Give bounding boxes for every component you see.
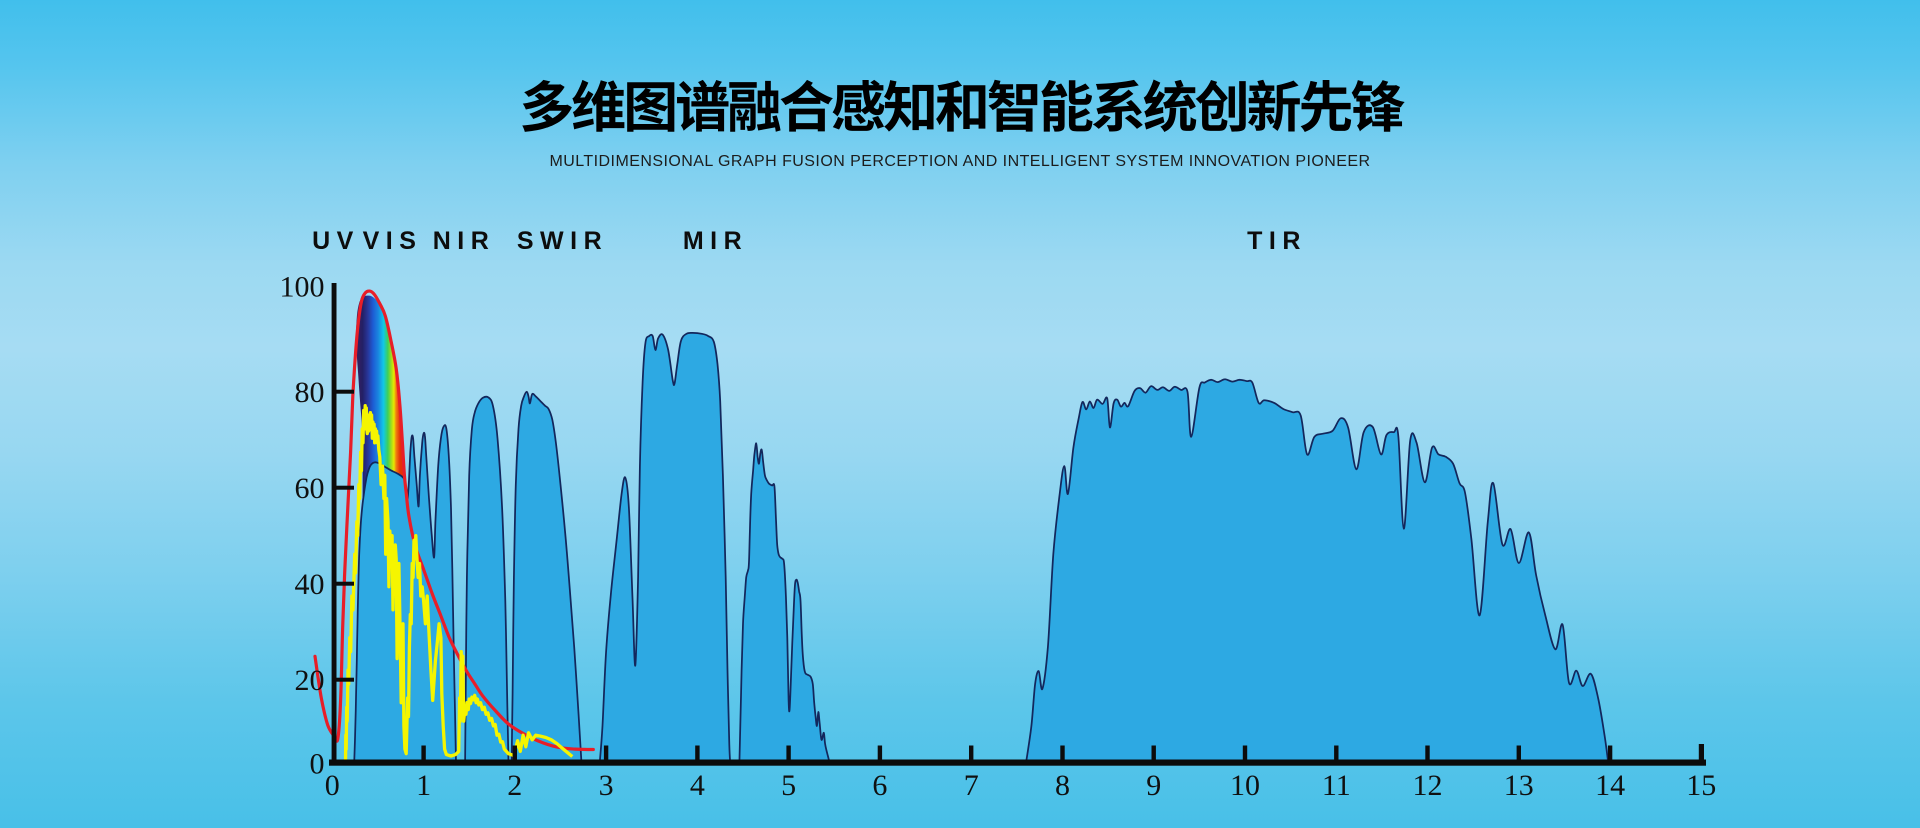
svg-text:11: 11 [1322,769,1351,802]
svg-text:14: 14 [1595,769,1625,802]
svg-text:10: 10 [1230,769,1260,802]
svg-text:2: 2 [507,769,522,802]
svg-text:8: 8 [1055,769,1070,802]
svg-text:15: 15 [1686,769,1716,802]
svg-text:100: 100 [280,271,325,304]
svg-text:5: 5 [781,769,796,802]
svg-text:6: 6 [872,769,887,802]
svg-text:12: 12 [1413,769,1443,802]
svg-text:9: 9 [1146,769,1161,802]
svg-text:NIR: NIR [433,227,496,255]
svg-text:0: 0 [310,748,325,781]
svg-text:60: 60 [295,472,325,505]
svg-text:20: 20 [295,664,325,697]
svg-text:4: 4 [690,769,705,802]
svg-text:TIR: TIR [1247,227,1307,255]
svg-text:3: 3 [599,769,614,802]
svg-text:1: 1 [416,769,431,802]
svg-text:UV: UV [312,227,360,255]
svg-text:7: 7 [964,769,979,802]
svg-text:80: 80 [295,376,325,409]
svg-text:0: 0 [325,769,340,802]
svg-text:40: 40 [295,568,325,601]
svg-text:MIR: MIR [683,227,748,255]
svg-text:13: 13 [1504,769,1534,802]
svg-text:VIS: VIS [363,227,423,255]
svg-text:SWIR: SWIR [517,227,608,255]
